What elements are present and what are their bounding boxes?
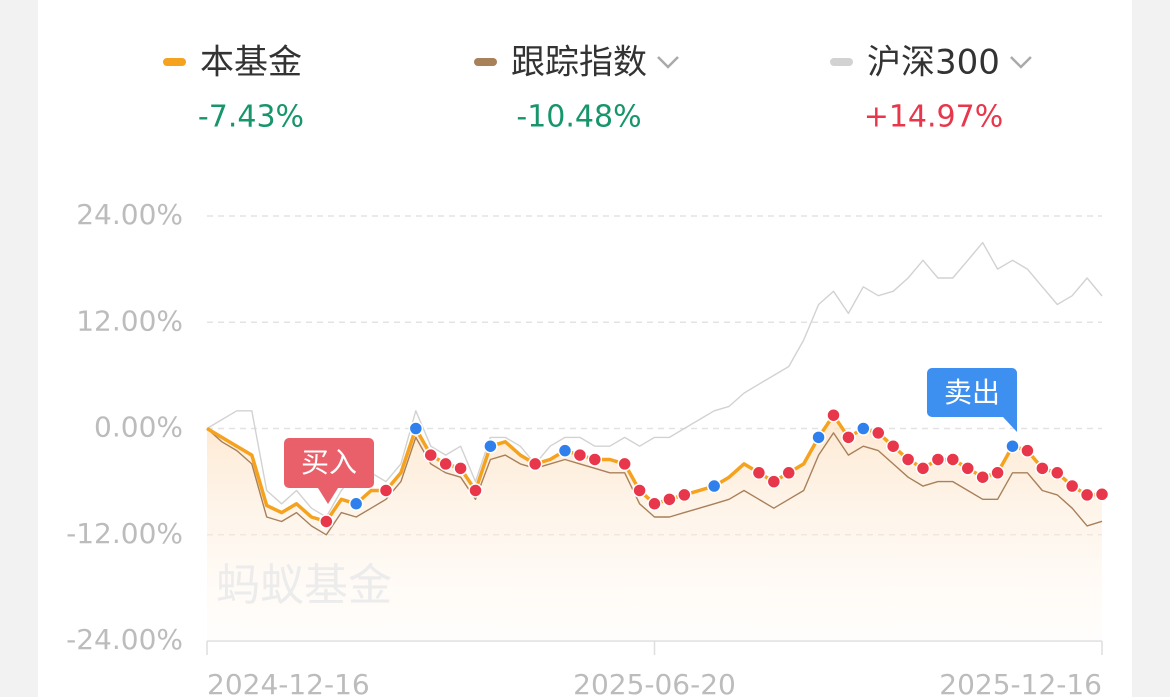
- y-tick-label: 12.00%: [76, 304, 183, 337]
- legend-change: -10.48%: [516, 100, 641, 135]
- sell-tag: 卖出: [927, 368, 1017, 432]
- marks: [319, 407, 1110, 529]
- legend-change: -7.43%: [198, 100, 304, 135]
- x-tick-label: 2025-12-16: [939, 668, 1102, 697]
- trade-dot: [438, 456, 453, 472]
- buy-tag: 买入: [284, 438, 374, 504]
- trade-dot: [1064, 478, 1080, 494]
- watermark: 蚂蚁基金: [216, 560, 392, 611]
- trade-dot: [468, 483, 483, 498]
- legend-swatch: [163, 58, 186, 66]
- trade-dot: [975, 469, 990, 485]
- grid: 24.00% 12.00% 0.00% -12.00% -24.00%: [66, 198, 1102, 656]
- trade-dot: [348, 496, 364, 512]
- trade-dot: [960, 461, 975, 476]
- legend-swatch: [830, 58, 853, 66]
- trade-dot: [423, 447, 438, 463]
- trade-dot: [766, 474, 782, 489]
- trade-dot: [900, 452, 916, 467]
- area-fill: [207, 415, 1102, 641]
- sell-tag-box: [927, 368, 1017, 432]
- trade-dot: [408, 421, 424, 436]
- trade-dot: [856, 421, 871, 436]
- x-tick-label: 2025-06-20: [573, 668, 736, 697]
- trade-dot: [677, 487, 692, 503]
- trade-dot: [1020, 443, 1035, 458]
- trade-dot: [706, 478, 722, 494]
- trade-dot: [483, 438, 498, 454]
- buy-tag-box: [284, 438, 374, 504]
- legend-label: 跟踪指数: [511, 43, 647, 83]
- trade-dot: [632, 483, 647, 498]
- trade-dot: [647, 496, 662, 512]
- y-tick-label: -24.00%: [66, 623, 183, 656]
- series-line: [206, 427, 1103, 536]
- trade-dot: [378, 483, 394, 498]
- trade-dot: [1094, 487, 1110, 502]
- trade-dot: [811, 430, 826, 445]
- trade-dot: [557, 443, 573, 458]
- x-axis: 2024-12-16 2025-06-20 2025-12-16: [206, 641, 1103, 697]
- y-tick-label: 24.00%: [76, 198, 183, 231]
- dropdown-chevron[interactable]: [1010, 56, 1032, 69]
- trade-dot: [453, 461, 468, 476]
- trade-dot: [915, 461, 931, 476]
- sell-tag-text: 卖出: [944, 376, 1000, 409]
- legend-label: 沪深300: [867, 43, 1000, 83]
- trade-dot: [751, 465, 767, 481]
- legend: 本基金 -7.43% 跟踪指数 -10.48% 沪深300 +14.97%: [163, 43, 1032, 135]
- trade-dot: [1035, 461, 1050, 476]
- trade-dot: [781, 465, 796, 481]
- dropdown-chevron[interactable]: [657, 56, 679, 69]
- trade-dot: [1079, 487, 1095, 503]
- trade-dot: [617, 456, 632, 472]
- trade-dot: [572, 447, 588, 463]
- y-tick-label: 0.00%: [94, 411, 183, 444]
- trade-dot: [319, 514, 334, 529]
- trade-dot: [945, 452, 961, 467]
- trade-dot: [841, 430, 856, 445]
- trade-dot: [662, 492, 677, 507]
- trade-dot: [1005, 438, 1020, 454]
- x-tick-label: 2024-12-16: [207, 668, 370, 697]
- trade-dot: [826, 407, 841, 423]
- trade-dot: [871, 425, 886, 441]
- trade-dot: [885, 438, 901, 454]
- trade-dot: [587, 452, 603, 467]
- trade-dot: [1050, 465, 1065, 481]
- trade-dot: [990, 465, 1005, 481]
- buy-tag-text: 买入: [301, 446, 357, 479]
- trade-dot: [930, 452, 946, 467]
- legend-change: +14.97%: [864, 100, 1004, 135]
- y-tick-label: -12.00%: [66, 517, 183, 550]
- legend-label: 本基金: [200, 43, 302, 83]
- legend-swatch: [474, 58, 497, 66]
- trade-dot: [527, 456, 543, 472]
